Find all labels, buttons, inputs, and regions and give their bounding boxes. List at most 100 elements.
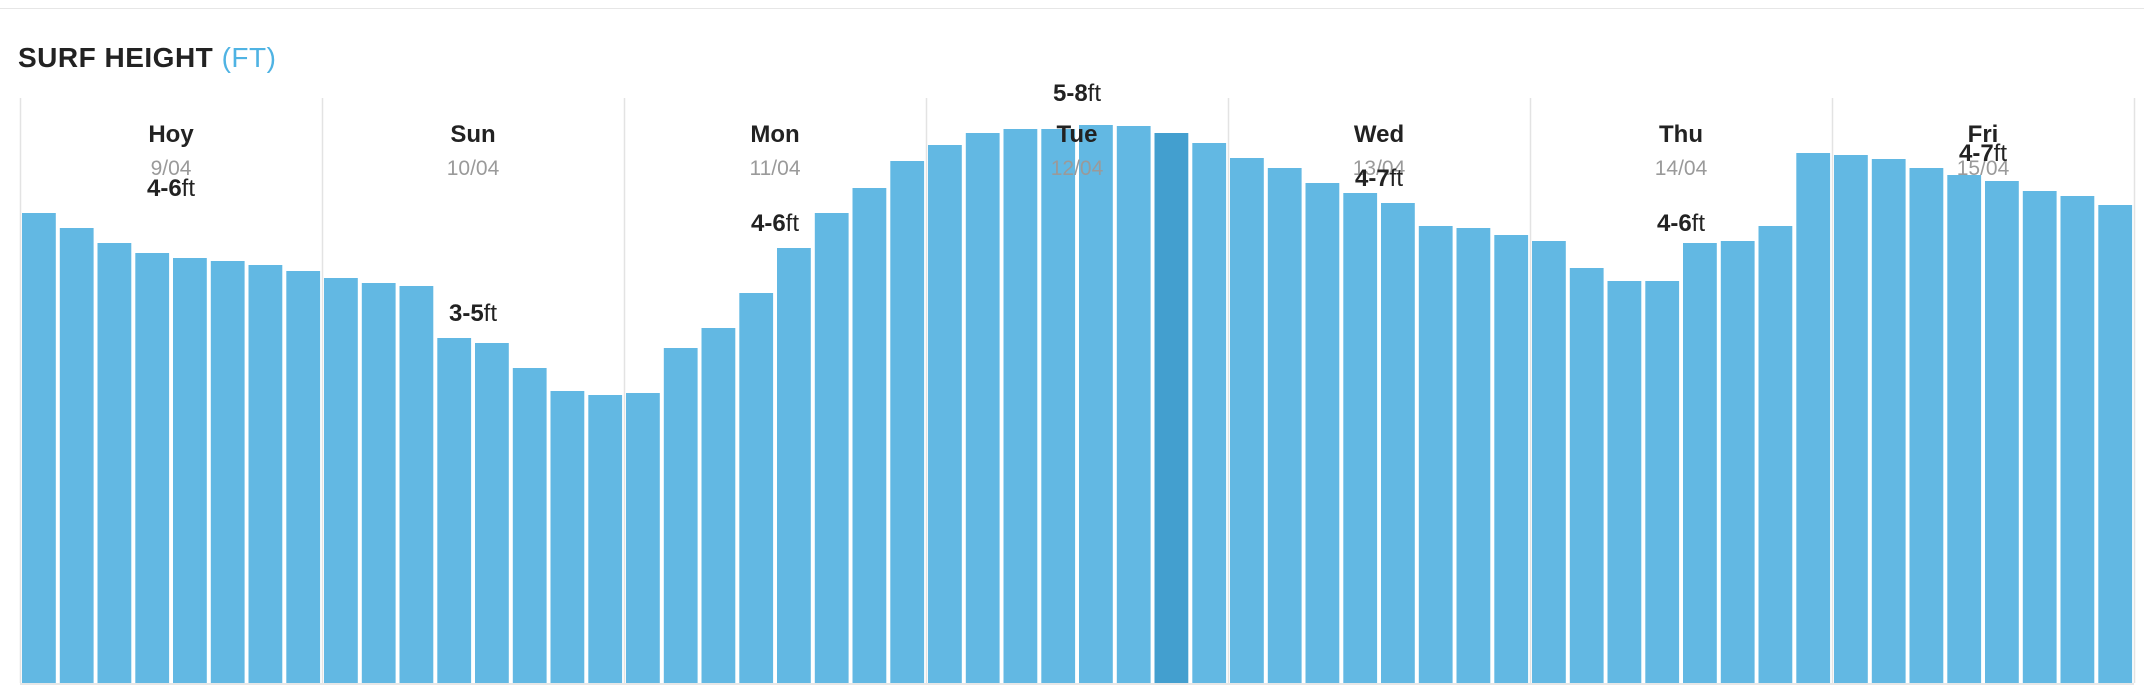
surf-bar[interactable]	[1947, 175, 1982, 683]
surf-bar[interactable]	[928, 145, 962, 683]
surf-bar[interactable]	[1041, 129, 1076, 683]
day-date-label: 14/04	[1655, 157, 1708, 180]
surf-range-label: 4-7ft	[1355, 165, 1403, 192]
surf-bar[interactable]	[173, 258, 207, 683]
surf-bar[interactable]	[1834, 155, 1868, 683]
surf-bar[interactable]	[2098, 205, 2133, 683]
surf-bar[interactable]	[1796, 153, 1831, 683]
surf-range-value: 4-7	[1959, 140, 1994, 167]
surf-range-label: 3-5ft	[449, 300, 497, 327]
surf-bar[interactable]	[1494, 235, 1529, 683]
surf-bar[interactable]	[475, 343, 509, 683]
section-title-text: SURF HEIGHT	[18, 42, 214, 73]
surf-bar[interactable]	[97, 243, 132, 683]
day-dividers	[19, 98, 2136, 683]
surf-bar[interactable]	[1305, 183, 1340, 683]
day-date-label: 9/04	[151, 157, 192, 180]
surf-range-value: 4-6	[147, 175, 182, 202]
surf-bar[interactable]	[626, 393, 660, 683]
surf-range-unit: ft	[182, 175, 196, 202]
day-name-label: Fri	[1968, 121, 1999, 148]
day-name-label: Thu	[1659, 121, 1703, 148]
surf-range-value: 4-6	[751, 210, 786, 237]
surf-bar[interactable]	[1645, 281, 1680, 683]
surf-bar[interactable]	[1267, 168, 1302, 683]
day-name-label: Hoy	[148, 121, 194, 148]
surf-range-value: 4-7	[1355, 165, 1390, 192]
surf-range-label: 4-6ft	[147, 175, 195, 202]
day-date-label: 10/04	[447, 157, 500, 180]
surf-bar[interactable]	[1607, 281, 1642, 683]
surf-bar[interactable]	[210, 261, 245, 683]
day-date-label: 15/04	[1957, 157, 2010, 180]
day-name-label: Mon	[750, 121, 799, 148]
surf-bar[interactable]	[437, 338, 472, 683]
surf-bar[interactable]	[965, 133, 1000, 683]
surf-bar[interactable]	[1192, 143, 1227, 683]
day-name-label: Sun	[450, 121, 495, 148]
surf-range-unit: ft	[1692, 210, 1706, 237]
surf-bar[interactable]	[286, 271, 321, 683]
surf-range-label: 4-6ft	[751, 210, 799, 237]
surf-range-unit: ft	[484, 300, 498, 327]
surf-bar[interactable]	[1230, 158, 1264, 683]
surf-bar[interactable]	[663, 348, 698, 683]
surf-bar[interactable]	[550, 391, 585, 683]
surf-bar[interactable]	[1569, 268, 1604, 683]
day-name-label: Wed	[1354, 121, 1404, 148]
surf-bar[interactable]	[2060, 196, 2095, 683]
surf-bar[interactable]	[22, 213, 56, 683]
surf-bar[interactable]	[59, 228, 94, 683]
surf-bar[interactable]	[135, 253, 170, 683]
surf-bar[interactable]	[1720, 241, 1755, 683]
day-date-label: 13/04	[1353, 157, 1406, 180]
surf-range-unit: ft	[1390, 165, 1404, 192]
bars-group	[22, 125, 2133, 683]
surf-range-value: 4-6	[1657, 210, 1692, 237]
surf-range-value: 5-8	[1053, 80, 1088, 107]
day-name-label: Tue	[1057, 121, 1098, 148]
surf-bar[interactable]	[1532, 241, 1566, 683]
surf-bar[interactable]	[701, 328, 736, 683]
top-divider	[0, 8, 2144, 9]
surf-bar[interactable]	[361, 283, 396, 683]
surf-bar[interactable]	[248, 265, 283, 683]
surf-bar[interactable]	[2022, 191, 2057, 683]
surf-bar[interactable]	[1343, 193, 1378, 683]
surf-bar[interactable]	[1003, 129, 1038, 683]
surf-bar[interactable]	[777, 248, 811, 683]
surf-bar[interactable]	[1381, 203, 1415, 683]
surf-range-unit: ft	[786, 210, 800, 237]
surf-bar[interactable]	[324, 278, 358, 683]
surf-bar[interactable]	[852, 188, 887, 683]
surf-range-value: 3-5	[449, 300, 484, 327]
section-title: SURF HEIGHT (FT)	[18, 42, 276, 74]
surf-range-unit: ft	[1994, 140, 2008, 167]
surf-bar[interactable]	[588, 395, 623, 683]
section-title-unit: (FT)	[221, 42, 277, 73]
surf-bar[interactable]	[1871, 159, 1906, 683]
surf-range-label: 5-8ft	[1053, 80, 1101, 107]
surf-range-unit: ft	[1088, 80, 1102, 107]
surf-bar[interactable]	[1758, 226, 1793, 683]
surf-range-label: 4-6ft	[1657, 210, 1705, 237]
surf-bar[interactable]	[1456, 228, 1491, 683]
surf-bar[interactable]	[1154, 133, 1189, 683]
surf-bar[interactable]	[1683, 243, 1717, 683]
surf-bar[interactable]	[1909, 168, 1944, 683]
surf-bar[interactable]	[1079, 125, 1113, 683]
surf-bar[interactable]	[890, 161, 925, 683]
day-date-label: 11/04	[750, 157, 801, 180]
surf-bar[interactable]	[739, 293, 774, 683]
surf-bar[interactable]	[1116, 126, 1151, 683]
surf-range-label: 4-7ft	[1959, 140, 2007, 167]
day-headers: Hoy 9/04 Sun 10/04 Mon 11/04 Tue 12/04 Wed 13/04 T…	[148, 121, 2009, 180]
surf-bar[interactable]	[814, 213, 849, 683]
surf-bar[interactable]	[1418, 226, 1453, 683]
surf-bar[interactable]	[1985, 181, 2019, 683]
surf-bar[interactable]	[399, 286, 434, 683]
day-date-label: 12/04	[1051, 157, 1104, 180]
surf-bar[interactable]	[512, 368, 547, 683]
